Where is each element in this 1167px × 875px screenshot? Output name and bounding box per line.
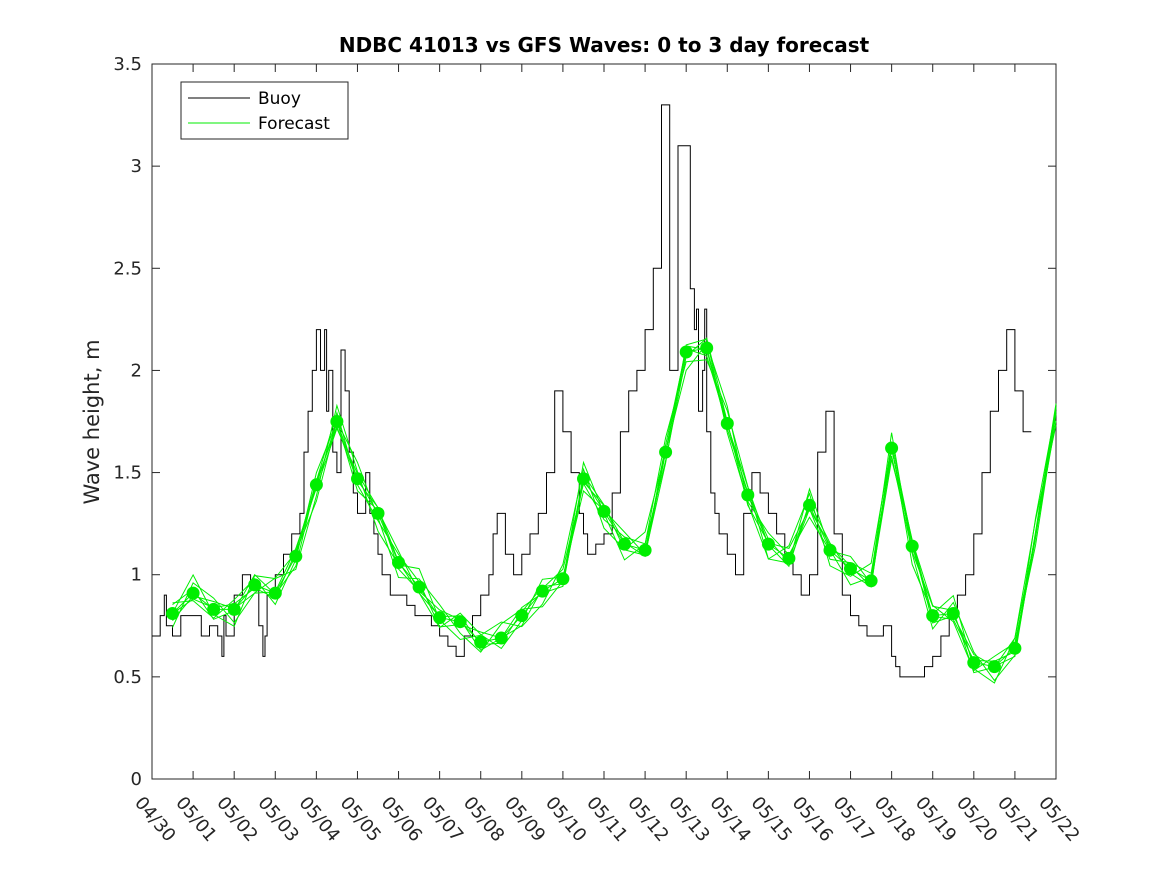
forecast-marker [700,341,714,355]
legend-forecast-label: Forecast [258,114,330,134]
legend-box [180,81,349,140]
forecast-marker [289,549,303,563]
forecast-marker [679,345,693,359]
forecast-marker [412,580,426,594]
forecast-marker [166,607,179,620]
forecast-marker [761,537,775,551]
forecast-marker [926,609,940,623]
forecast-marker [782,551,796,565]
y-tick-label: 1.5 [113,463,142,484]
y-tick-label: 3 [131,156,142,177]
forecast-line [172,345,1057,662]
forecast-marker [371,506,385,520]
forecast-marker [741,488,755,502]
forecast-marker [803,498,816,512]
buoy-series-layer [152,104,1032,678]
y-tick-label: 0.5 [113,667,142,688]
buoy-line [152,104,1032,678]
y-tick-label: 0 [131,769,142,790]
forecast-marker [392,556,405,569]
forecast-marker [638,543,652,557]
y-tick-label: 2 [131,360,142,381]
forecast-marker [248,578,262,592]
forecast-marker [515,609,529,623]
forecast-marker [659,445,673,459]
forecast-marker [309,478,323,492]
forecast-marker [186,586,200,600]
forecast-marker [474,635,488,649]
y-tick-label: 2.5 [113,258,142,279]
forecast-marker [433,611,447,625]
legend: Buoy Forecast [180,81,349,140]
forecast-marker-layer [166,341,1022,674]
forecast-marker [453,615,467,629]
forecast-marker [494,631,508,645]
forecast-marker [967,656,981,670]
forecast-marker [227,602,241,616]
forecast-marker [946,607,960,620]
forecast-marker [597,504,611,518]
forecast-marker [577,472,590,486]
forecast-marker [864,574,878,588]
forecast-marker [905,539,919,553]
forecast-marker [535,584,549,598]
y-tick-label: 3.5 [113,54,142,75]
y-tick-label: 1 [131,565,142,586]
forecast-marker [844,562,857,576]
chart-title: NDBC 41013 vs GFS Waves: 0 to 3 day fore… [339,33,870,57]
y-axis-label: Wave height, m [80,339,104,504]
forecast-marker [885,441,899,455]
forecast-marker [823,543,837,557]
forecast-marker [351,472,364,486]
forecast-marker [720,417,734,430]
forecast-marker [207,602,221,616]
plot-area [151,63,1057,780]
forecast-marker [556,572,570,586]
forecast-marker [1008,641,1022,655]
forecast-marker [987,660,1001,674]
legend-buoy-label: Buoy [258,89,301,109]
forecast-marker [618,537,631,551]
forecast-marker [330,415,344,428]
forecast-series-layer [172,337,1057,684]
forecast-marker [268,586,282,600]
